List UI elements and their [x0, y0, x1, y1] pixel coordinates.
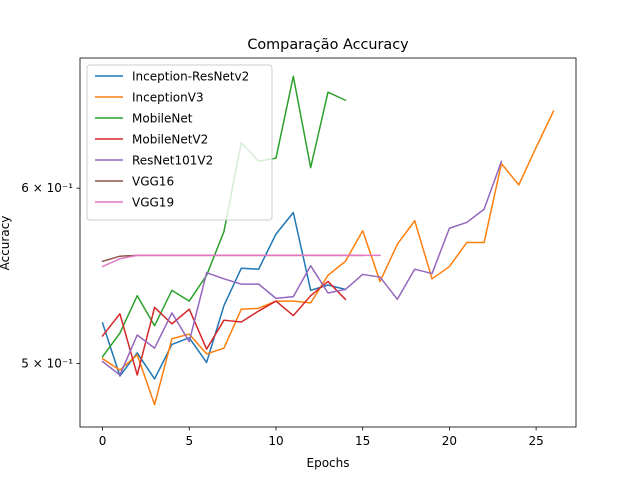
x-tick-label: 25 [528, 434, 543, 448]
x-axis: 0 5 10 15 20 25 [99, 427, 544, 448]
legend: Inception-ResNetv2 InceptionV3 MobileNet Mo… [86, 64, 273, 221]
chart-title: Comparação Accuracy [247, 37, 409, 53]
legend-label: MobileNet [132, 112, 193, 126]
series-line-inceptionv3 [101, 110, 555, 406]
x-tick-label: 0 [99, 434, 107, 448]
series-line-vgg19 [101, 254, 381, 268]
legend-label: VGG19 [132, 196, 174, 210]
y-axis: 5 × 10⁻¹ 6 × 10⁻¹ [21, 181, 80, 370]
legend-label: MobileNetV2 [132, 133, 208, 147]
x-axis-label: Epochs [307, 456, 350, 470]
legend-label: InceptionV3 [132, 91, 204, 105]
y-tick-label: 6 × 10⁻¹ [21, 181, 73, 195]
x-tick-label: 5 [185, 434, 193, 448]
plot-frame [79, 57, 577, 428]
x-tick-label: 20 [442, 434, 457, 448]
series-line-mobilenetv2 [101, 280, 347, 376]
series-line-resnet101v2 [101, 160, 503, 376]
y-axis-label: Accuracy [0, 216, 12, 271]
plot-lines [101, 75, 555, 406]
legend-label: ResNet101V2 [132, 154, 213, 168]
legend-label: Inception-ResNetv2 [132, 70, 249, 84]
y-tick-label: 5 × 10⁻¹ [21, 356, 73, 370]
series-line-mobilenet [101, 75, 347, 358]
legend-label: VGG16 [132, 175, 174, 189]
series-line-inception-resnetv2 [101, 211, 347, 380]
x-tick-label: 15 [355, 434, 370, 448]
x-tick-label: 10 [268, 434, 283, 448]
legend-box [86, 64, 273, 221]
